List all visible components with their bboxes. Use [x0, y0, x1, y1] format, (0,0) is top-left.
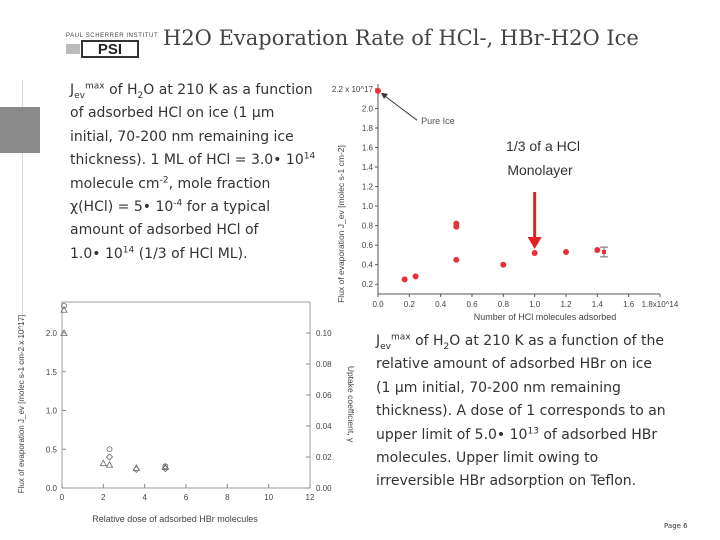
left-divider [22, 80, 23, 380]
data-point-triangle [60, 305, 68, 313]
data-point-diamond [105, 453, 114, 461]
annotation-pure-ice: Pure Ice [421, 116, 455, 126]
y2-tick-label: 0.06 [316, 391, 332, 400]
monolayer-arrowhead [527, 236, 542, 249]
data-point [401, 276, 408, 283]
x-tick-label: 6 [184, 493, 189, 502]
data-point [453, 256, 460, 263]
x-axis-label: Relative dose of adsorbed HBr molecules [92, 514, 258, 524]
annotation-monolayer-label: Monolayer [507, 162, 573, 178]
x-tick-label: 2 [101, 493, 106, 502]
y2-tick-label: 0.00 [316, 484, 332, 493]
y2-axis-label: Uptake coefficient, γ [346, 366, 355, 443]
x-tick-label: 0.6 [466, 300, 478, 309]
data-point-circle [162, 463, 169, 470]
pure-ice-arrowhead [381, 92, 388, 99]
y2-tick-label: 0.08 [316, 360, 332, 369]
x-tick-label: 1.8x10^14 [642, 300, 679, 309]
data-point-circle [61, 302, 67, 309]
data-point-diamond [132, 465, 140, 473]
annotation-hcl-label: 1/3 of a HCl [506, 138, 580, 154]
hcl-evaporation-chart: 2.2 x 10^17 2.0 1.8 1.6 1.4 1.2 1.0 0.8 0.6 0.4 0.… [332, 84, 679, 322]
y-axis-label: Flux of evaporation J_ev [molec s-1 cm-2… [336, 145, 346, 303]
x-tick-label: 0.0 [372, 300, 384, 309]
data-point [531, 249, 538, 256]
y-tick-label: 0.2 [362, 280, 374, 289]
psi-logo-text: PSI [98, 41, 122, 58]
y2-tick-label: 0.02 [316, 453, 332, 462]
y-axis-label: Flux of evaporation J_ev [molec s-1 cm-2… [17, 315, 26, 494]
data-point-triangle [99, 459, 108, 467]
data-point [453, 223, 460, 230]
y-tick-label: 1.2 [362, 183, 374, 192]
plot-frame [61, 301, 311, 489]
y-tick-label: 1.4 [362, 163, 374, 172]
pure-ice-pointer [381, 93, 418, 121]
x-tick-label: 0.4 [435, 300, 447, 309]
data-point-circle [106, 446, 113, 453]
x-tick-label: 10 [264, 493, 273, 502]
page-number: Page 6 [664, 522, 688, 530]
x-tick-label: 0 [60, 493, 65, 502]
y-tick-label: 2.2 x 10^17 [332, 85, 374, 94]
y-tick-label: 0.8 [362, 222, 374, 231]
logo-institute-text: PAUL SCHERRER INSTITUT [66, 33, 159, 39]
hbr-description: Jevmax of H2O at 210 K as a function of … [376, 332, 666, 490]
y-tick-label: 2.0 [46, 329, 58, 338]
y-tick-label: 0.0 [46, 484, 58, 493]
y-tick-label: 0.5 [46, 445, 58, 454]
y2-tick-label: 0.04 [316, 422, 332, 431]
y-tick-label: 2.0 [362, 104, 374, 113]
x-tick-label: 1.4 [592, 300, 604, 309]
y-tick-label: 1.0 [362, 202, 374, 211]
x-tick-label: 0.2 [404, 300, 416, 309]
error-bar-point [602, 250, 606, 254]
y-tick-label: 1.8 [362, 124, 374, 133]
x-axis-label: Number of HCl molecules adsorbed [474, 312, 617, 322]
x-tick-label: 1.6 [623, 300, 635, 309]
y-tick-label: 0.6 [362, 241, 374, 250]
y-tick-label: 0.4 [362, 261, 374, 270]
x-tick-label: 0.8 [498, 300, 510, 309]
data-point [375, 87, 381, 94]
y-tick-label: 1.6 [362, 143, 374, 152]
data-point [563, 249, 569, 255]
y2-tick-label: 0.10 [316, 329, 332, 338]
hcl-description: Jevmax of H2O at 210 K as a function of … [70, 81, 316, 262]
data-point-diamond [161, 465, 169, 473]
x-tick-label: 1.2 [560, 300, 572, 309]
data-point-triangle [132, 464, 141, 471]
x-tick-label: 4 [142, 493, 147, 502]
data-point-triangle [105, 460, 114, 468]
psi-logo: PSI [66, 40, 139, 58]
data-point [500, 261, 507, 268]
y-tick-label: 1.0 [46, 407, 58, 416]
page-title: H2O Evaporation Rate of HCl-, HBr-H2O Ic… [163, 26, 639, 50]
x-tick-label: 1.0 [529, 300, 541, 309]
left-accent-block [0, 107, 40, 153]
x-tick-label: 8 [225, 493, 230, 502]
hbr-evaporation-chart: 0.0 0.5 1.0 1.5 2.0 0.00 0.02 0.04 0.06 0.08 0.10 0… [17, 301, 355, 524]
data-point [594, 247, 601, 254]
y-tick-label: 1.5 [46, 368, 58, 377]
x-tick-label: 12 [306, 493, 315, 502]
data-point [412, 273, 419, 280]
data-point-triangle [60, 329, 68, 336]
